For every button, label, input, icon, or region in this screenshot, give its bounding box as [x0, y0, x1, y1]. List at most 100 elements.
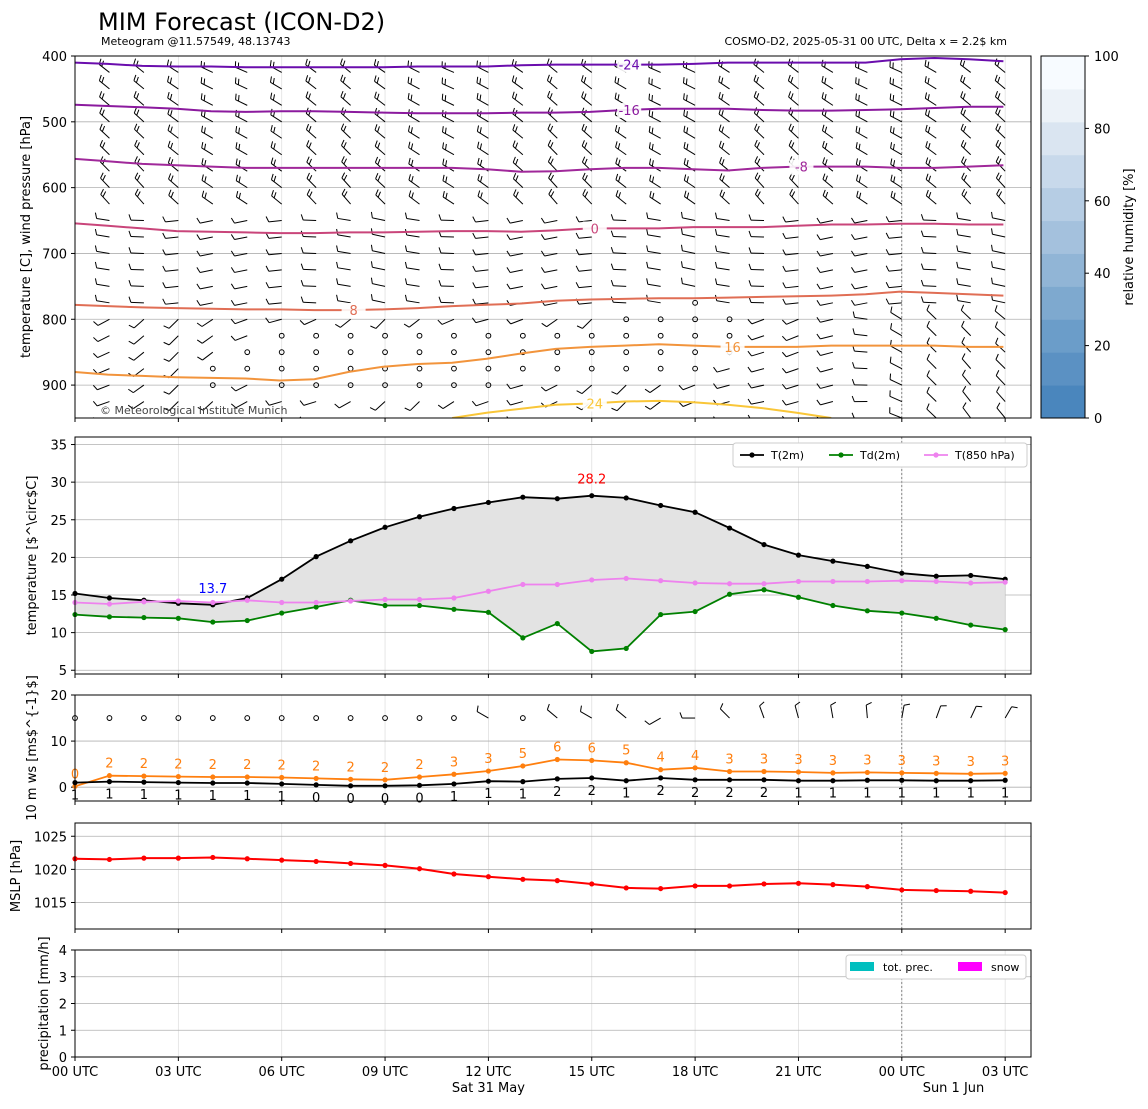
y-tick-label: 15 [50, 589, 67, 604]
wind-barb-flag [411, 144, 412, 150]
extreme-annotation: 13.7 [198, 582, 227, 597]
wind-barb-staff [820, 303, 833, 306]
wind-barb-staff [755, 178, 764, 188]
wind-barb-staff [200, 270, 213, 273]
wind-barb-flag [859, 111, 860, 117]
wind-barb-staff [511, 319, 523, 324]
colorbar-band [1041, 155, 1085, 188]
wind-calm-marker [658, 333, 663, 338]
wind-barb-flag [129, 231, 131, 237]
wind-barb-flag [928, 78, 929, 84]
wind-barb-staff [375, 130, 385, 138]
wind-barb-flag [197, 323, 202, 326]
wind-barb-staff [752, 319, 764, 324]
wind-barb-flag [169, 190, 171, 196]
wind-barb-staff [822, 82, 833, 89]
wind-barb-staff [925, 50, 936, 56]
wind-barb-flag [378, 143, 380, 149]
wind-barb-flag [652, 144, 653, 150]
wind-barb-staff [443, 418, 454, 425]
wind-barb-staff [962, 359, 971, 369]
wind-barb-flag [853, 362, 855, 368]
wind-barb-staff [201, 51, 213, 56]
wind-barb-staff [97, 418, 109, 422]
wind-barb-staff [581, 49, 592, 56]
wind-barb-staff [97, 218, 110, 220]
colorbar-band [1041, 122, 1085, 155]
isotherm-line [73, 292, 1003, 311]
wind-barb-staff [648, 284, 661, 286]
wind-barb-staff [269, 303, 282, 304]
wind-barb-flag [754, 75, 756, 81]
wind-series-point [141, 774, 146, 779]
wind-barb-flag [581, 75, 583, 81]
wind-barb-flag [962, 321, 965, 326]
wind-barb-staff [683, 385, 695, 390]
legend-label: Td(2m) [859, 449, 900, 462]
wind-barb-staff [376, 179, 385, 188]
wind-barb-flag [795, 702, 800, 706]
wind-barb-flag [231, 300, 234, 305]
wind-calm-marker [348, 350, 353, 355]
wind-barb-flag [95, 213, 96, 219]
wind-barb-flag [992, 245, 993, 251]
wind-barb-flag [164, 326, 169, 329]
wind-barb-flag [851, 300, 854, 305]
wind-barb-flag [684, 191, 685, 197]
mean-value-label: 2 [657, 784, 665, 799]
wind-barb-flag [859, 128, 860, 134]
legend-label: snow [991, 961, 1019, 974]
legend-label: T(2m) [770, 449, 804, 462]
wind-barb-flag [998, 110, 1000, 116]
mslp-point [899, 887, 904, 892]
wind-barb-staff [684, 180, 695, 187]
wind-barb-flag [817, 367, 821, 372]
wind-barb-flag [547, 59, 549, 65]
series-point [727, 581, 732, 586]
wind-barb-staff [98, 319, 109, 325]
wind-barb-staff [306, 97, 316, 105]
wind-barb-flag [964, 175, 967, 180]
wind-barb-flag [618, 46, 619, 52]
wind-barb-flag [755, 140, 757, 145]
series-point [761, 581, 766, 586]
x-tick-label: 21 UTC [775, 1065, 821, 1080]
wind-barb-staff [961, 146, 970, 155]
wind-barb-flag [337, 295, 338, 301]
wind-barb-staff [649, 67, 661, 72]
wind-barb-flag [375, 141, 377, 147]
wind-barb-staff [510, 286, 523, 289]
wind-barb-flag [128, 421, 133, 425]
wind-barb-flag [823, 174, 825, 180]
wind-barb-staff [407, 219, 420, 221]
wind-barb-staff [167, 49, 178, 56]
wind-series-point [176, 780, 181, 785]
wind-calm-marker [624, 366, 629, 371]
wind-barb-flag [61, 212, 62, 218]
wind-barb-flag [576, 233, 579, 238]
wind-series-point [382, 777, 387, 782]
wind-barb-flag [652, 160, 653, 166]
wind-barb-flag [514, 189, 516, 194]
wind-barb-flag [411, 46, 412, 52]
wind-barb-flag [963, 77, 965, 83]
wind-barb-flag [890, 110, 891, 116]
wind-barb-flag [478, 142, 479, 148]
wind-barb-flag [541, 267, 544, 272]
wind-barb-flag [791, 93, 793, 99]
wind-barb-flag [163, 299, 166, 304]
wind-barb-flag [582, 157, 584, 163]
wind-barb-flag [616, 158, 618, 164]
wind-barb-staff [856, 116, 867, 122]
wind-barb-flag [374, 59, 375, 65]
gust-value-label: 3 [450, 755, 458, 770]
wind-barb-staff [683, 418, 695, 423]
wind-barb-flag [307, 189, 310, 194]
wind-barb-staff [613, 286, 626, 287]
wind-barb-flag [783, 250, 786, 255]
wind-series-point [899, 770, 904, 775]
wind-barb-flag [789, 91, 791, 97]
wind-calm-marker [348, 716, 353, 721]
legend-swatch [958, 962, 982, 971]
gust-value-label: 6 [553, 741, 561, 756]
